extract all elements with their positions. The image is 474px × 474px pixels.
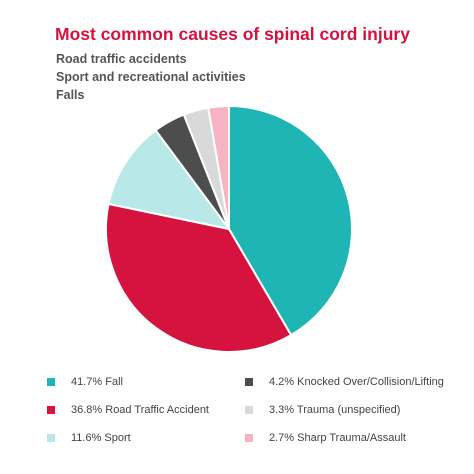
legend-label-sport: 11.6% Sport [71, 432, 131, 444]
subtitle-road-traffic: Road traffic accidents [56, 52, 187, 66]
subtitle-falls: Falls [56, 88, 85, 102]
legend-swatch-knocked-over [245, 378, 253, 386]
legend-item-sport: 11.6% Sport [47, 432, 131, 444]
subtitle-sport: Sport and recreational activities [56, 70, 246, 84]
legend-label-trauma: 3.3% Trauma (unspecified) [269, 404, 401, 416]
legend-swatch-trauma [245, 406, 253, 414]
legend-item-sharp-trauma: 2.7% Sharp Trauma/Assault [245, 432, 406, 444]
legend-label-fall: 41.7% Fall [71, 376, 123, 388]
legend-swatch-road-traffic [47, 406, 55, 414]
legend-item-fall: 41.7% Fall [47, 376, 123, 388]
legend-label-road-traffic: 36.8% Road Traffic Accident [71, 404, 209, 416]
pie-slice-sport [107, 129, 230, 230]
legend-item-trauma: 3.3% Trauma (unspecified) [245, 404, 400, 416]
legend-item-road-traffic: 36.8% Road Traffic Accident [47, 404, 209, 416]
legend-swatch-sharp-trauma [245, 434, 253, 442]
pie-slice-fall [228, 105, 354, 337]
pie-slice-road-traffic [105, 202, 293, 353]
legend-swatch-sport [47, 434, 55, 442]
chart-title: Most common causes of spinal cord injury [55, 24, 410, 44]
pie-slice-sharp-trauma [207, 105, 230, 230]
legend-item-knocked-over: 4.2% Knocked Over/Collision/Lifting [245, 376, 444, 388]
legend-swatch-fall [47, 378, 55, 386]
legend-label-sharp-trauma: 2.7% Sharp Trauma/Assault [269, 432, 406, 444]
legend-label-knocked-over: 4.2% Knocked Over/Collision/Lifting [269, 376, 444, 388]
